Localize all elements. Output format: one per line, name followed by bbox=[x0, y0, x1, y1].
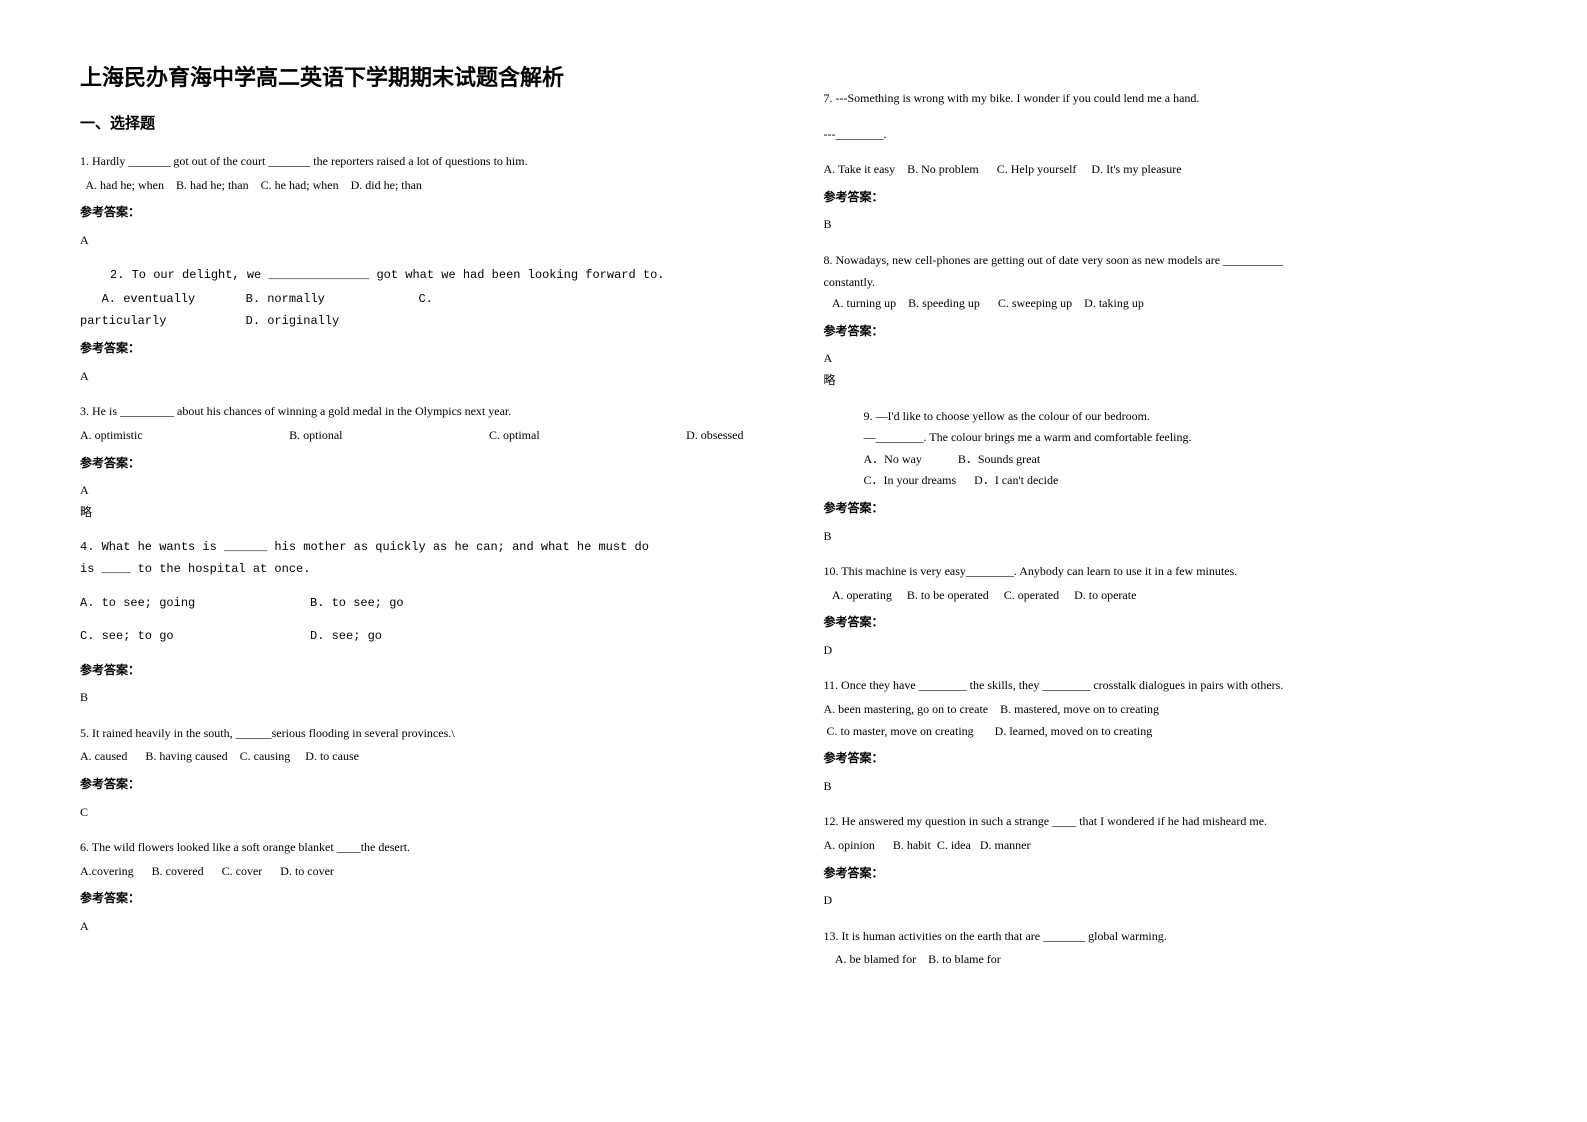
question-4: 4. What he wants is ______ his mother as… bbox=[80, 537, 764, 709]
question-text: 7. ---Something is wrong with my bike. I… bbox=[824, 88, 1508, 110]
question-options: A. opinion B. habit C. idea D. manner bbox=[824, 835, 1508, 857]
answer-label: 参考答案： bbox=[824, 748, 1508, 770]
option-c: C. optimal bbox=[489, 425, 540, 447]
answer: A bbox=[824, 348, 1508, 370]
question-options: C．In your dreams D．I can't decide bbox=[824, 470, 1508, 492]
question-text: is ____ to the hospital at once. bbox=[80, 559, 764, 581]
question-3: 3. He is _________ about his chances of … bbox=[80, 401, 764, 523]
answer-label: 参考答案： bbox=[824, 187, 1508, 209]
answer: A bbox=[80, 230, 764, 252]
section-heading: 一、选择题 bbox=[80, 112, 764, 133]
answer-label: 参考答案： bbox=[824, 498, 1508, 520]
option-a: A. to see; going bbox=[80, 593, 310, 615]
question-text: 5. It rained heavily in the south, _____… bbox=[80, 723, 764, 745]
question-text: 8. Nowadays, new cell-phones are getting… bbox=[824, 250, 1508, 272]
answer-label: 参考答案： bbox=[80, 453, 764, 475]
question-text: —________. The colour brings me a warm a… bbox=[824, 427, 1508, 449]
question-options: C. to master, move on creating D. learne… bbox=[824, 721, 1508, 743]
answer-label: 参考答案： bbox=[824, 321, 1508, 343]
answer-label: 参考答案： bbox=[80, 338, 764, 360]
question-11: 11. Once they have ________ the skills, … bbox=[824, 675, 1508, 797]
option-a: A. optimistic bbox=[80, 425, 143, 447]
answer-label: 参考答案： bbox=[824, 612, 1508, 634]
answer-label: 参考答案： bbox=[80, 660, 764, 682]
question-9: 9. —I'd like to choose yellow as the col… bbox=[824, 406, 1508, 548]
question-text: 12. He answered my question in such a st… bbox=[824, 811, 1508, 833]
question-12: 12. He answered my question in such a st… bbox=[824, 811, 1508, 911]
question-13: 13. It is human activities on the earth … bbox=[824, 926, 1508, 971]
option-b: B. to see; go bbox=[310, 593, 404, 615]
question-2: 2. To our delight, we ______________ got… bbox=[80, 265, 764, 387]
question-options: A.covering B. covered C. cover D. to cov… bbox=[80, 861, 764, 883]
question-text: 13. It is human activities on the earth … bbox=[824, 926, 1508, 948]
question-options: A. Take it easy B. No problem C. Help yo… bbox=[824, 159, 1508, 181]
question-text: 3. He is _________ about his chances of … bbox=[80, 401, 764, 423]
question-text: 10. This machine is very easy________. A… bbox=[824, 561, 1508, 583]
note: 略 bbox=[80, 502, 764, 524]
question-options: A. been mastering, go on to create B. ma… bbox=[824, 699, 1508, 721]
question-6: 6. The wild flowers looked like a soft o… bbox=[80, 837, 764, 937]
note: 略 bbox=[824, 370, 1508, 392]
question-text: 9. —I'd like to choose yellow as the col… bbox=[824, 406, 1508, 428]
question-options: A. caused B. having caused C. causing D.… bbox=[80, 746, 764, 768]
question-options: A. turning up B. speeding up C. sweeping… bbox=[824, 293, 1508, 315]
question-options: A. had he; when B. had he; than C. he ha… bbox=[80, 175, 764, 197]
question-options: A. be blamed for B. to blame for bbox=[824, 949, 1508, 971]
answer: C bbox=[80, 802, 764, 824]
option-c: C. see; to go bbox=[80, 626, 310, 648]
question-text: constantly. bbox=[824, 272, 1508, 294]
answer: B bbox=[824, 214, 1508, 236]
answer-continuation: A bbox=[80, 916, 764, 938]
answer: A bbox=[80, 366, 764, 388]
question-text: 4. What he wants is ______ his mother as… bbox=[80, 537, 764, 559]
question-7: 7. ---Something is wrong with my bike. I… bbox=[824, 88, 1508, 236]
question-text: 6. The wild flowers looked like a soft o… bbox=[80, 837, 764, 859]
question-10: 10. This machine is very easy________. A… bbox=[824, 561, 1508, 661]
option-d: D. see; go bbox=[310, 626, 382, 648]
option-b: B. optional bbox=[289, 425, 342, 447]
answer: D bbox=[824, 640, 1508, 662]
answer: B bbox=[824, 776, 1508, 798]
question-options: A. optimistic B. optional C. optimal D. … bbox=[80, 425, 764, 447]
question-8: 8. Nowadays, new cell-phones are getting… bbox=[824, 250, 1508, 392]
question-text: 11. Once they have ________ the skills, … bbox=[824, 675, 1508, 697]
question-options: particularly D. originally bbox=[80, 311, 764, 333]
answer: B bbox=[824, 526, 1508, 548]
page-title: 上海民办育海中学高二英语下学期期末试题含解析 bbox=[80, 60, 764, 92]
answer-label: 参考答案： bbox=[80, 202, 764, 224]
question-text: 1. Hardly _______ got out of the court _… bbox=[80, 151, 764, 173]
answer-label: 参考答案： bbox=[824, 863, 1508, 885]
question-text: ---________. bbox=[824, 124, 1508, 146]
answer: D bbox=[824, 890, 1508, 912]
answer: B bbox=[80, 687, 764, 709]
question-text: 2. To our delight, we ______________ got… bbox=[80, 265, 764, 287]
question-5: 5. It rained heavily in the south, _____… bbox=[80, 723, 764, 823]
question-options: A. operating B. to be operated C. operat… bbox=[824, 585, 1508, 607]
question-options: A．No way B．Sounds great bbox=[824, 449, 1508, 471]
question-1: 1. Hardly _______ got out of the court _… bbox=[80, 151, 764, 251]
answer: A bbox=[80, 480, 764, 502]
answer-label: 参考答案： bbox=[80, 774, 764, 796]
option-d: D. obsessed bbox=[686, 425, 743, 447]
answer-label: 参考答案： bbox=[80, 888, 764, 910]
question-options: A. eventually B. normally C. bbox=[80, 289, 764, 311]
